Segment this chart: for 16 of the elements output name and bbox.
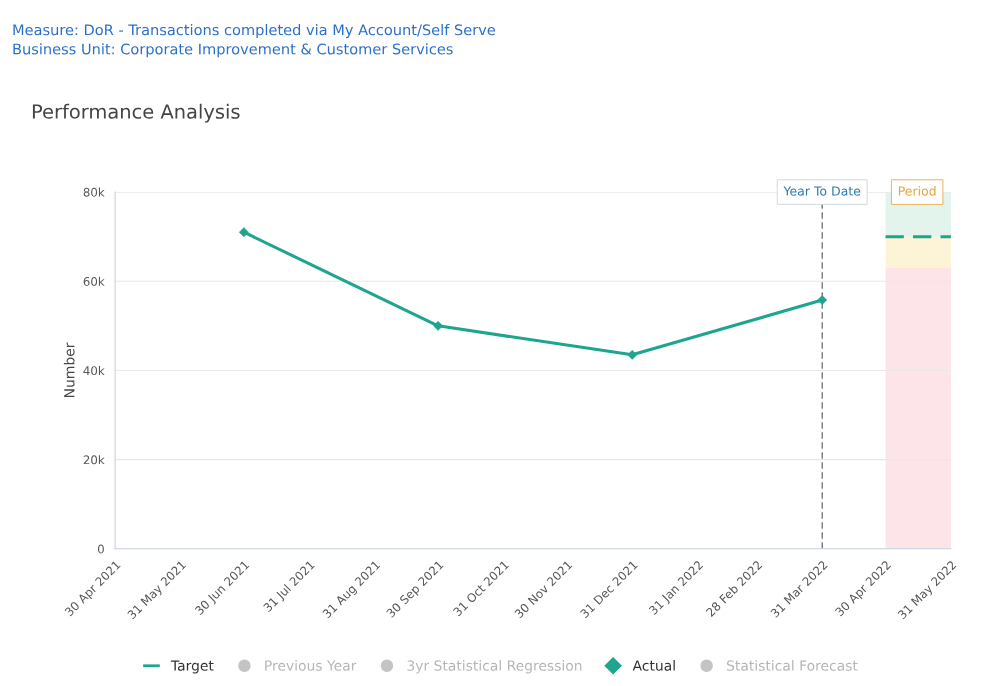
legend-label: Statistical Forecast xyxy=(727,660,858,671)
chart-title: Performance Analysis xyxy=(32,103,240,123)
y-tick-label: 0 xyxy=(97,544,104,554)
legend-label: Previous Year xyxy=(265,660,357,671)
text: Business Unit: Corporate Improvement & Customer Services xyxy=(13,43,453,58)
y-tick-label: 20k xyxy=(83,455,105,465)
y-tick-label: 80k xyxy=(83,187,105,197)
text: Measure: DoR - Transactions completed via My Account/Self Serve xyxy=(13,24,496,39)
y-axis-title: Number xyxy=(63,342,75,397)
ref-line-label: Year To Date xyxy=(783,186,861,196)
annotation: Period xyxy=(898,186,936,196)
legend-label: Actual xyxy=(632,660,675,671)
y-tick-label: 40k xyxy=(83,365,105,376)
legend-label: 3yr Statistical Regression xyxy=(407,660,582,674)
y-tick-label: 60k xyxy=(83,276,105,286)
legend-label: Target xyxy=(170,660,214,674)
